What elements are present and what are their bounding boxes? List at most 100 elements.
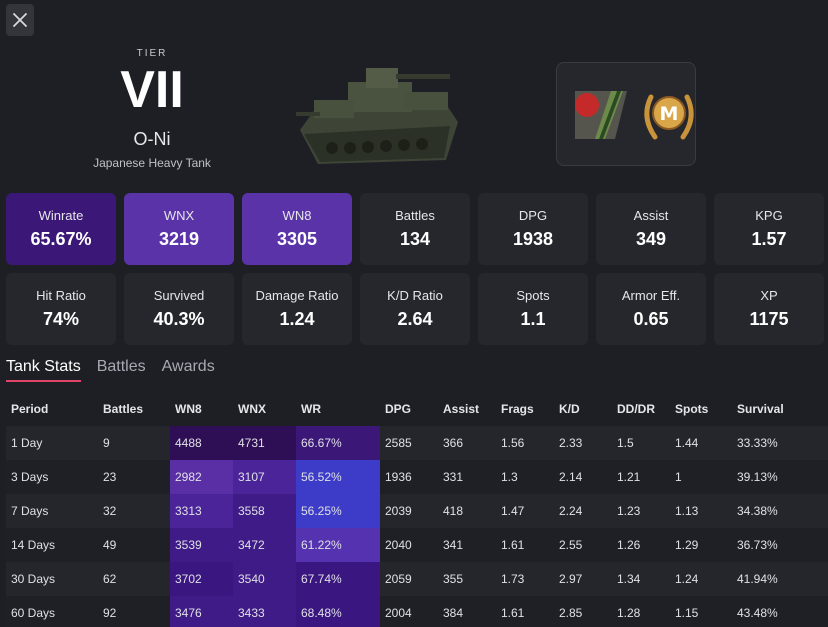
table-row: 3 Days 23 2982 3107 56.52% 1936 331 1.3 2.14 1.21… — [6, 460, 828, 494]
cell-survival: 39.13% — [732, 460, 828, 494]
cell-assist: 366 — [438, 426, 496, 460]
cell-wr: 56.52% — [296, 460, 380, 494]
cell-period: 3 Days — [6, 460, 98, 494]
cell-period: 14 Days — [6, 528, 98, 562]
stat-card-spots: Spots 1.1 — [478, 273, 588, 345]
stat-label: Battles — [395, 208, 435, 223]
stat-card-battles: Battles 134 — [360, 193, 470, 265]
column-header-wnx[interactable]: WNX — [233, 392, 296, 426]
column-header-wn8[interactable]: WN8 — [170, 392, 233, 426]
tank-image — [296, 68, 458, 164]
cell-k-d: 2.55 — [554, 528, 612, 562]
stat-value: 134 — [399, 229, 431, 249]
stat-value: 1175 — [749, 309, 789, 329]
column-header-dpg[interactable]: DPG — [380, 392, 438, 426]
stat-label: Survived — [153, 288, 205, 303]
cell-assist: 331 — [438, 460, 496, 494]
stat-value: 0.65 — [633, 309, 669, 329]
cell-dd-dr: 1.28 — [612, 596, 670, 627]
tank-type: Japanese Heavy Tank — [93, 156, 211, 170]
cell-k-d: 2.97 — [554, 562, 612, 596]
tab-tank-stats[interactable]: Tank Stats — [6, 358, 81, 382]
cell-survival: 43.48% — [732, 596, 828, 627]
cell-spots: 1.29 — [670, 528, 732, 562]
period-stats-table: Period Battles WN8 WNX WR DPG Assist Frags K/D DD… — [6, 392, 828, 627]
column-header-spots[interactable]: Spots — [670, 392, 732, 426]
cell-wn8: 2982 — [170, 460, 233, 494]
stat-label: Spots — [516, 288, 550, 303]
cell-wn8: 3313 — [170, 494, 233, 528]
stat-value: 1.57 — [751, 229, 787, 249]
cell-wr: 61.22% — [296, 528, 380, 562]
stat-card-xp: XP 1175 — [714, 273, 824, 345]
stat-label: Armor Eff. — [621, 288, 681, 303]
stat-value: 40.3% — [153, 309, 205, 329]
cell-spots: 1.13 — [670, 494, 732, 528]
table-header-row: Period Battles WN8 WNX WR DPG Assist Frags K/D DD… — [6, 392, 828, 426]
stat-card-kpg: KPG 1.57 — [714, 193, 824, 265]
cell-wnx: 3107 — [233, 460, 296, 494]
cell-dpg: 1936 — [380, 460, 438, 494]
cell-period: 7 Days — [6, 494, 98, 528]
cell-k-d: 2.33 — [554, 426, 612, 460]
tier-block: TIER VII O-Ni Japanese Heavy Tank — [82, 48, 222, 170]
cell-k-d: 2.85 — [554, 596, 612, 627]
stat-label: K/D Ratio — [387, 288, 443, 303]
stat-card-survived: Survived 40.3% — [124, 273, 234, 345]
table-row: 30 Days 62 3702 3540 67.74% 2059 355 1.73 2.97 1.… — [6, 562, 828, 596]
tab-battles[interactable]: Battles — [96, 358, 146, 375]
stat-card-wnx: WNX 3219 — [124, 193, 234, 265]
stat-card-wn8: WN8 3305 — [242, 193, 352, 265]
tab-awards[interactable]: Awards — [161, 358, 215, 375]
stat-card-damage-ratio: Damage Ratio 1.24 — [242, 273, 352, 345]
stat-value: 2.64 — [397, 309, 433, 329]
cell-battles: 92 — [98, 596, 170, 627]
cell-spots: 1.15 — [670, 596, 732, 627]
column-header-k-d[interactable]: K/D — [554, 392, 612, 426]
stat-value: 74% — [42, 309, 80, 329]
cell-dd-dr: 1.21 — [612, 460, 670, 494]
cell-period: 1 Day — [6, 426, 98, 460]
cell-assist: 355 — [438, 562, 496, 596]
cell-wn8: 4488 — [170, 426, 233, 460]
close-button[interactable] — [6, 4, 34, 36]
cell-wr: 68.48% — [296, 596, 380, 627]
cell-wnx: 3433 — [233, 596, 296, 627]
cell-battles: 23 — [98, 460, 170, 494]
cell-battles: 9 — [98, 426, 170, 460]
column-header-wr[interactable]: WR — [296, 392, 380, 426]
cell-k-d: 2.14 — [554, 460, 612, 494]
rising-sun-flag-icon — [575, 91, 627, 139]
cell-frags: 1.47 — [496, 494, 554, 528]
column-header-period[interactable]: Period — [6, 392, 98, 426]
cell-dd-dr: 1.23 — [612, 494, 670, 528]
stat-label: Assist — [633, 208, 669, 223]
stat-card-winrate: Winrate 65.67% — [6, 193, 116, 265]
column-header-assist[interactable]: Assist — [438, 392, 496, 426]
cell-dd-dr: 1.5 — [612, 426, 670, 460]
stat-label: Winrate — [38, 208, 84, 223]
column-header-dd-dr[interactable]: DD/DR — [612, 392, 670, 426]
column-header-frags[interactable]: Frags — [496, 392, 554, 426]
cell-wr: 56.25% — [296, 494, 380, 528]
table-row: 1 Day 9 4488 4731 66.67% 2585 366 1.56 2.33 1.5 1.… — [6, 426, 828, 460]
cell-wnx: 3540 — [233, 562, 296, 596]
column-header-battles[interactable]: Battles — [98, 392, 170, 426]
column-header-survival[interactable]: Survival — [732, 392, 828, 426]
cell-battles: 49 — [98, 528, 170, 562]
stat-grid: Winrate 65.67% WNX 3219 WN8 3305 Battles 134 DPG… — [6, 193, 828, 353]
cell-battles: 62 — [98, 562, 170, 596]
cell-dpg: 2585 — [380, 426, 438, 460]
cell-survival: 33.33% — [732, 426, 828, 460]
cell-wn8: 3702 — [170, 562, 233, 596]
cell-dpg: 2059 — [380, 562, 438, 596]
cell-assist: 384 — [438, 596, 496, 627]
table-row: 7 Days 32 3313 3558 56.25% 2039 418 1.47 2.24 1.2… — [6, 494, 828, 528]
stat-label: DPG — [518, 208, 548, 223]
cell-battles: 32 — [98, 494, 170, 528]
stat-card-assist: Assist 349 — [596, 193, 706, 265]
cell-dd-dr: 1.26 — [612, 528, 670, 562]
stat-label: WNX — [163, 208, 195, 223]
cell-frags: 1.61 — [496, 528, 554, 562]
cell-dpg: 2004 — [380, 596, 438, 627]
